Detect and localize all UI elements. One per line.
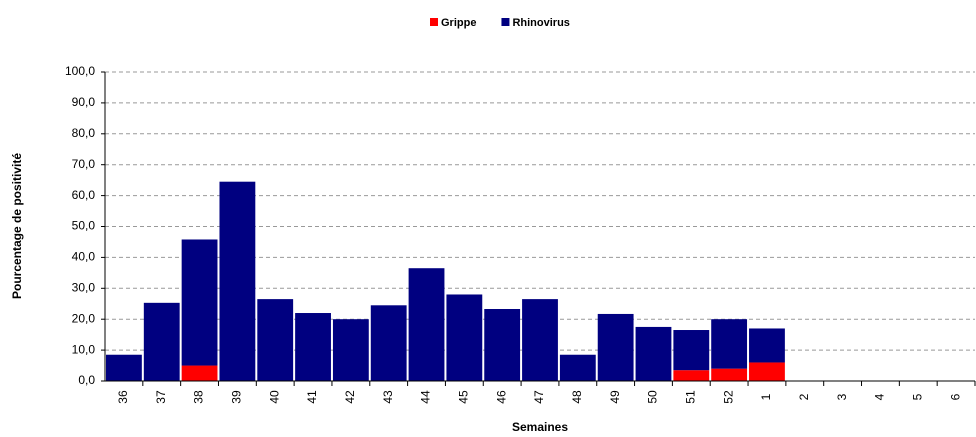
x-tick-label: 42 <box>343 390 357 404</box>
x-tick-label: 48 <box>570 390 584 404</box>
legend-label: Rhinovirus <box>512 17 569 29</box>
x-tick-label: 50 <box>646 390 660 404</box>
y-tick-label: 30,0 <box>72 280 96 294</box>
x-tick-label: 6 <box>948 393 962 400</box>
y-tick-label: 50,0 <box>72 219 96 233</box>
y-tick-label: 40,0 <box>72 250 96 264</box>
x-tick-label: 43 <box>381 390 395 404</box>
bar <box>106 354 142 381</box>
x-tick-label: 2 <box>797 393 811 400</box>
y-tick-label: 80,0 <box>72 126 96 140</box>
bar <box>257 299 294 381</box>
x-axis-title: Semaines <box>512 420 568 434</box>
bar <box>143 302 180 381</box>
bar <box>219 181 256 381</box>
bar <box>446 294 483 381</box>
x-tick-label: 37 <box>154 390 168 404</box>
bar <box>711 368 748 381</box>
bar <box>522 299 558 381</box>
x-tick-label: 45 <box>457 390 471 404</box>
legend-swatch <box>501 18 510 26</box>
x-tick-label: 49 <box>608 390 622 404</box>
bar <box>559 354 596 381</box>
bar <box>332 319 369 381</box>
bar <box>711 319 748 369</box>
bar <box>673 370 710 381</box>
bar <box>181 239 218 366</box>
bar <box>597 313 634 381</box>
x-tick-label: 39 <box>230 390 244 404</box>
x-tick-label: 47 <box>532 390 546 404</box>
x-tick-label: 44 <box>419 390 433 404</box>
x-tick-label: 52 <box>721 390 735 404</box>
y-tick-label: 20,0 <box>72 311 96 325</box>
y-tick-label: 0,0 <box>78 373 95 387</box>
legend-swatch <box>430 18 438 26</box>
bar <box>484 309 521 381</box>
x-tick-label: 1 <box>759 393 773 400</box>
x-tick-label: 3 <box>835 393 849 400</box>
y-tick-label: 70,0 <box>72 157 96 171</box>
bar <box>295 313 331 381</box>
x-tick-label: 36 <box>116 390 130 404</box>
x-tick-label: 5 <box>910 393 924 400</box>
bar <box>673 330 710 371</box>
legend-label: Grippe <box>441 17 476 29</box>
x-tick-label: 4 <box>873 393 887 400</box>
bar <box>181 365 218 381</box>
x-tick-label: 46 <box>494 390 508 404</box>
bar <box>370 305 407 381</box>
bar <box>749 328 785 363</box>
x-tick-label: 40 <box>267 390 281 404</box>
bar <box>408 268 445 381</box>
x-tick-label: 41 <box>305 390 319 404</box>
bar <box>749 362 785 381</box>
y-axis-title: Pourcentage de positivité <box>10 153 24 299</box>
y-tick-label: 10,0 <box>72 342 96 356</box>
y-tick-label: 100,0 <box>65 64 95 78</box>
y-tick-label: 60,0 <box>72 188 96 202</box>
y-tick-label: 90,0 <box>72 95 96 109</box>
x-tick-label: 38 <box>192 390 206 404</box>
bar <box>635 326 672 381</box>
x-tick-label: 51 <box>683 390 697 404</box>
